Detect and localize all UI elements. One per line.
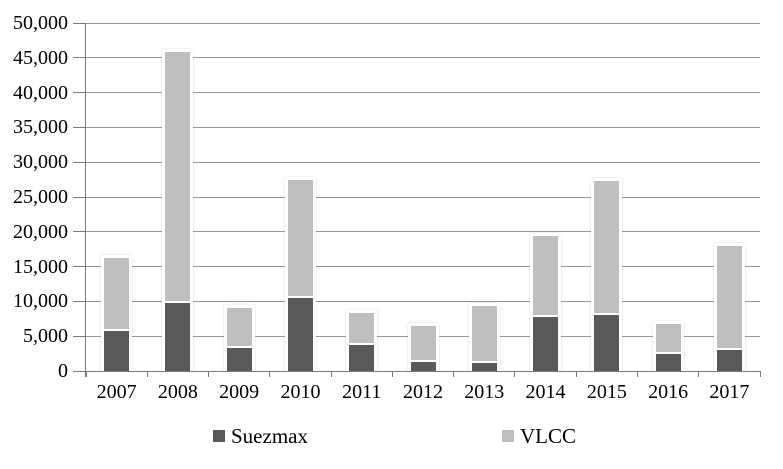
legend-item-vlcc: VLCC xyxy=(502,423,577,448)
bar-segment-vlcc xyxy=(410,326,436,360)
x-axis-tick-label: 2013 xyxy=(464,381,505,403)
x-axis-tick-label: 2015 xyxy=(586,381,627,403)
y-axis-tick-label: 10,000 xyxy=(13,290,68,313)
bar-segment-suezmax xyxy=(410,361,436,371)
y-axis-tick-label: 5,000 xyxy=(23,325,68,348)
y-axis-tick-mark xyxy=(73,126,85,128)
y-axis-tick-label: 15,000 xyxy=(13,255,68,278)
x-axis-tick-label: 2007 xyxy=(96,381,137,403)
gridline xyxy=(85,231,760,233)
gridline xyxy=(85,126,760,128)
x-axis-tick-mark xyxy=(208,371,210,377)
bar-segment-vlcc xyxy=(287,180,313,296)
y-axis-tick-label: 20,000 xyxy=(13,220,68,243)
y-axis-tick-label: 35,000 xyxy=(13,116,68,139)
y-axis-tick-mark xyxy=(73,266,85,268)
x-axis-tick-mark xyxy=(575,371,577,377)
bar-segment-vlcc xyxy=(104,257,130,329)
bar-segment-vlcc xyxy=(655,324,681,352)
gridline xyxy=(85,196,760,198)
legend-item-suezmax: Suezmax xyxy=(213,423,308,448)
x-axis-tick-label: 2010 xyxy=(280,381,321,403)
x-axis-tick-mark xyxy=(698,371,700,377)
legend-label-vlcc: VLCC xyxy=(520,423,577,448)
y-axis-tick-label: 50,000 xyxy=(13,12,68,34)
bar-segment-suezmax xyxy=(655,353,681,371)
bar-segment-suezmax xyxy=(165,302,191,371)
x-axis-tick-mark xyxy=(636,371,638,377)
y-axis-tick-mark xyxy=(73,300,85,302)
x-axis-tick-mark xyxy=(391,371,393,377)
x-axis-tick-label: 2009 xyxy=(219,381,260,403)
x-axis-tick-mark xyxy=(514,371,516,377)
vlcc-legend-swatch-icon xyxy=(502,430,514,442)
y-axis-tick-mark xyxy=(73,92,85,94)
y-axis-tick-mark xyxy=(73,161,85,163)
gridline xyxy=(85,57,760,59)
y-axis-tick-label: 0 xyxy=(58,360,68,382)
bar-segment-vlcc xyxy=(716,245,742,349)
suezmax-legend-swatch-icon xyxy=(213,430,225,442)
y-axis-tick-mark xyxy=(73,57,85,59)
y-axis-tick-label: 25,000 xyxy=(13,186,68,208)
bar-segment-vlcc xyxy=(471,306,497,362)
x-axis-tick-label: 2017 xyxy=(709,381,750,403)
x-axis-tick-mark xyxy=(330,371,332,377)
x-axis-line xyxy=(85,370,760,372)
x-axis-tick-label: 2012 xyxy=(403,381,443,403)
y-axis-tick-mark xyxy=(73,22,85,24)
bar-segment-vlcc xyxy=(226,307,252,347)
x-axis-tick-mark xyxy=(85,371,87,377)
y-axis-tick-label: 40,000 xyxy=(13,81,68,104)
x-axis-tick-label: 2016 xyxy=(648,381,689,403)
bar-segment-vlcc xyxy=(533,235,559,316)
bar-segment-suezmax xyxy=(716,350,742,371)
bar-segment-vlcc xyxy=(594,180,620,314)
gridline xyxy=(85,92,760,94)
bar-segment-suezmax xyxy=(471,363,497,371)
x-axis-tick-label: 2011 xyxy=(342,381,382,403)
y-axis-tick-mark xyxy=(73,196,85,198)
gridline xyxy=(85,300,760,302)
y-axis-tick-mark xyxy=(73,231,85,233)
legend-label-suezmax: Suezmax xyxy=(231,423,308,448)
gridline xyxy=(85,22,760,24)
x-axis-tick-mark xyxy=(146,371,148,377)
bar-segment-suezmax xyxy=(226,348,252,371)
x-axis-tick-label: 2008 xyxy=(157,381,198,403)
bar-segment-suezmax xyxy=(533,317,559,371)
bar-segment-suezmax xyxy=(349,345,375,371)
bar-segment-vlcc xyxy=(349,313,375,344)
bar-segment-vlcc xyxy=(165,51,191,301)
gridline xyxy=(85,161,760,163)
x-axis-tick-mark xyxy=(759,371,761,377)
x-axis-tick-label: 2014 xyxy=(525,381,566,403)
y-axis-tick-label: 45,000 xyxy=(13,46,68,69)
bar-segment-suezmax xyxy=(104,330,130,371)
y-axis-tick-mark xyxy=(73,370,85,372)
gridline xyxy=(85,266,760,268)
y-axis-line xyxy=(85,23,86,377)
bar-segment-suezmax xyxy=(594,315,620,371)
y-axis-tick-label: 30,000 xyxy=(13,151,68,174)
x-axis-tick-mark xyxy=(269,371,271,377)
bar-segment-suezmax xyxy=(287,297,313,371)
y-axis-tick-mark xyxy=(73,335,85,337)
x-axis-tick-mark xyxy=(453,371,455,377)
